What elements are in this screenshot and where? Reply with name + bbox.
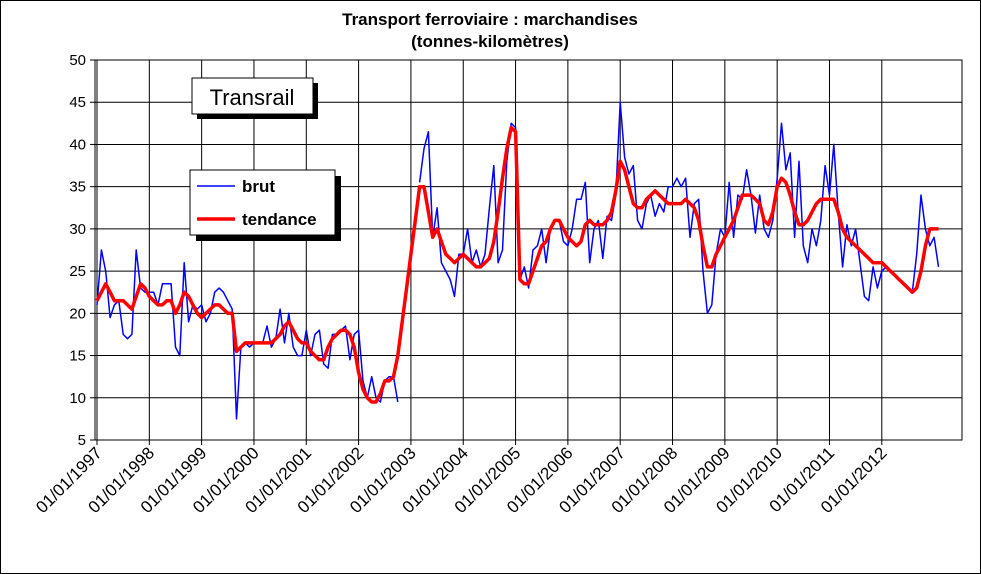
annotation: Transrail	[210, 85, 295, 110]
annotation-box	[191, 77, 314, 115]
y-tick-label: 40	[69, 136, 86, 153]
y-tick-label: 5	[78, 432, 86, 449]
y-tick-label: 50	[69, 52, 86, 69]
chart-title: Transport ferroviaire : marchandises	[342, 10, 638, 29]
y-tick-label: 35	[69, 179, 86, 196]
series-line	[95, 125, 939, 404]
legend	[189, 169, 336, 236]
y-tick-label: 25	[69, 263, 86, 280]
chart-subtitle: (tonnes-kilomètres)	[411, 32, 569, 51]
y-tick-label: 20	[69, 305, 86, 322]
y-tick-label: 15	[69, 348, 86, 365]
legend-label: tendance	[242, 210, 317, 229]
y-tick-label: 10	[69, 390, 86, 407]
y-tick-label: 45	[69, 94, 86, 111]
legend-label: brut	[242, 177, 275, 196]
y-tick-label: 30	[69, 221, 86, 238]
